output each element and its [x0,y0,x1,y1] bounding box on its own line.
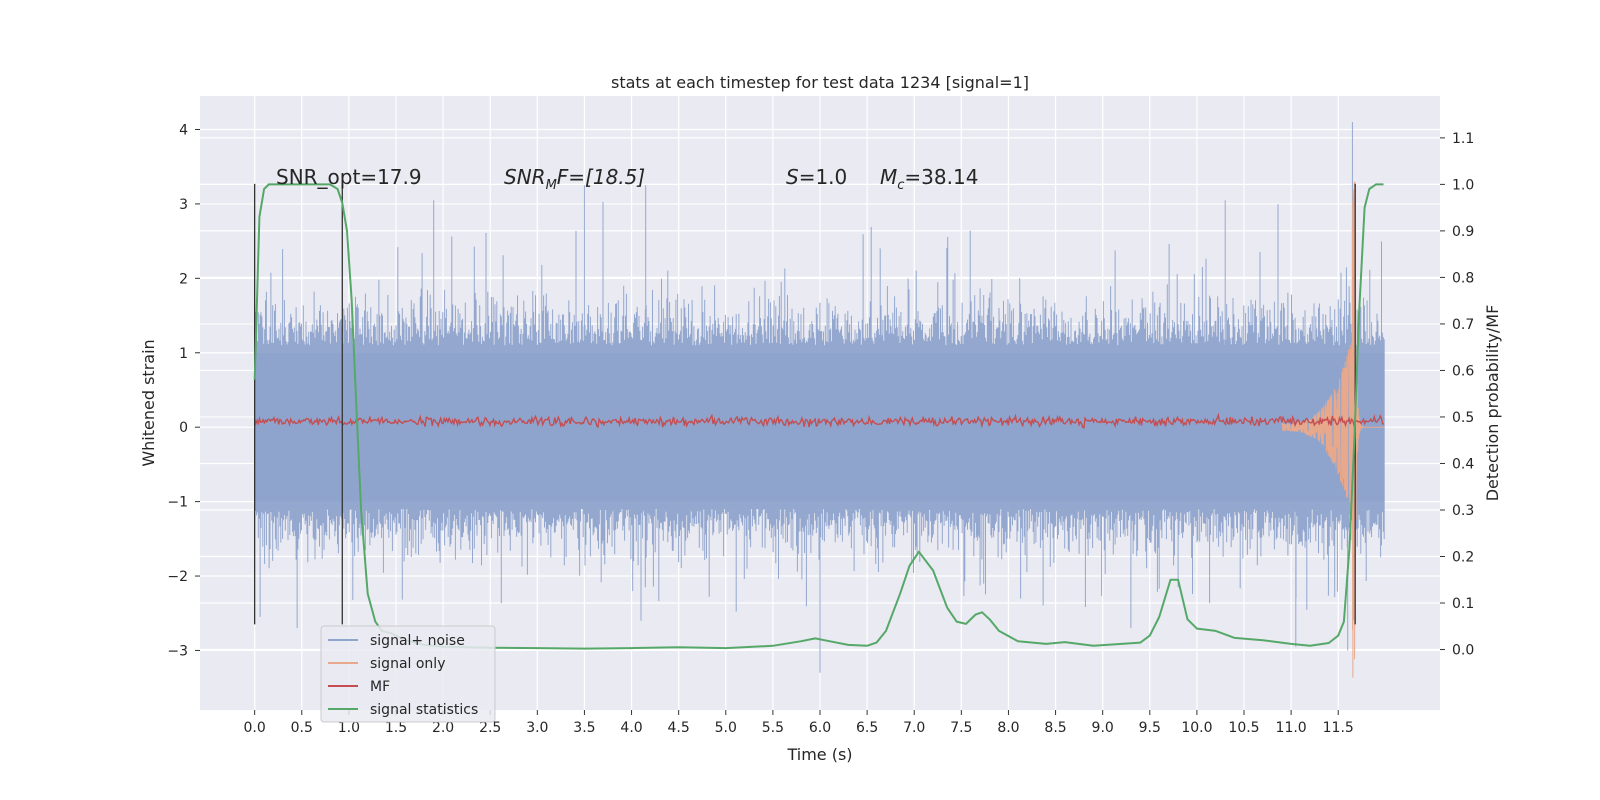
legend: signal+ noise signal only MF signal stat… [320,625,496,723]
y2-tick-label: 0.6 [1452,363,1474,379]
x-tick-label: 8.5 [1044,720,1066,736]
y2-tick-label: 0.5 [1452,410,1474,426]
x-tick-label: 0.0 [244,720,266,736]
y-axis-title: Whitened strain [139,339,158,466]
legend-label-mf: MF [370,679,390,695]
y-tick-label: 3 [179,197,188,213]
annotation-snr-mf-sub: M [546,178,557,193]
x-axis-ticks: 0.0 0.5 1.0 1.5 2.0 2.5 3.0 3.5 4.0 4.5 5.0 5.5 6.0 6… [244,710,1354,736]
annotation-snr-mf-rest: F=[18.5] [557,165,645,189]
x-tick-label: 8.0 [997,720,1019,736]
x-tick-label: 6.0 [809,720,831,736]
x-tick-label: 10.0 [1181,720,1212,736]
x-tick-label: 9.5 [1139,720,1161,736]
x-tick-label: 3.0 [526,720,548,736]
signal-only-line [1281,181,1385,678]
y2-tick-label: 0.3 [1452,503,1474,519]
annotation-snr-mf-main: SNR [504,165,546,189]
x-tick-label: 9.0 [1092,720,1114,736]
annotation-snr-opt: SNR_opt=17.9 [276,165,422,189]
annotation-mc: Mc=38.14 [880,165,978,193]
y2-tick-label: 0.0 [1452,643,1474,659]
x-tick-label: 7.0 [903,720,925,736]
x-tick-label: 0.5 [291,720,313,736]
y-tick-label: 1 [179,346,188,362]
x-tick-label: 1.0 [338,720,360,736]
y-tick-label: −3 [167,643,188,659]
annotation-s-main: S [786,165,799,189]
x-tick-label: 3.5 [573,720,595,736]
y-tick-label: 0 [179,420,188,436]
series-signal-statistics [253,183,1384,650]
y2-tick-label: 0.2 [1452,550,1474,566]
x-tick-label: 1.5 [385,720,407,736]
y2-axis-title: Detection probability/MF [1483,305,1502,502]
x-tick-label: 5.5 [762,720,784,736]
y2-tick-label: 0.8 [1452,270,1474,286]
annotation-s-rest: =1.0 [799,165,848,189]
legend-box [320,625,496,723]
y-tick-label: −1 [167,495,188,511]
legend-label-signal-only: signal only [370,656,445,672]
x-tick-label: 4.5 [668,720,690,736]
y2-tick-label: 0.1 [1452,596,1474,612]
y-tick-label: 2 [179,271,188,287]
y2-axis-ticks: 1.1 1.0 0.9 0.8 0.7 0.6 0.5 0.4 0.3 0.2 0.1 0.0 [1440,131,1474,659]
x-tick-label: 2.5 [479,720,501,736]
series-mf [254,412,1385,429]
y-axis-ticks: 4 3 2 1 0 −1 −2 −3 [167,122,200,659]
annotation-snr-mf: SNRMF=[18.5] [504,165,645,193]
annotation-mc-main: M [880,165,897,189]
x-tick-label: 2.0 [432,720,454,736]
annotation-s: S=1.0 [786,165,847,189]
series-signal-only [1281,181,1385,678]
x-tick-label: 7.5 [950,720,972,736]
y2-tick-label: 0.9 [1452,224,1474,240]
legend-label-signal-noise: signal+ noise [370,633,465,649]
x-tick-label: 6.5 [856,720,878,736]
annotation-mc-sub: c [897,178,904,193]
y2-tick-label: 0.7 [1452,317,1474,333]
signal-statistics-line [253,183,1384,650]
y-tick-label: 4 [179,122,188,138]
series-signal-noise [254,122,1385,673]
y-tick-label: −2 [167,569,188,585]
mf-line [254,412,1385,429]
y2-tick-label: 0.4 [1452,456,1474,472]
annotation-mc-rest: =38.14 [904,165,978,189]
x-tick-label: 10.5 [1228,720,1259,736]
chart-title: stats at each timestep for test data 123… [611,73,1029,92]
x-tick-label: 4.0 [620,720,642,736]
y2-tick-label: 1.0 [1452,177,1474,193]
x-axis-title: Time (s) [786,745,852,764]
x-tick-label: 5.0 [715,720,737,736]
legend-label-signal-statistics: signal statistics [370,702,478,718]
x-tick-label: 11.5 [1323,720,1354,736]
x-tick-label: 11.0 [1276,720,1307,736]
y2-tick-label: 1.1 [1452,131,1474,147]
